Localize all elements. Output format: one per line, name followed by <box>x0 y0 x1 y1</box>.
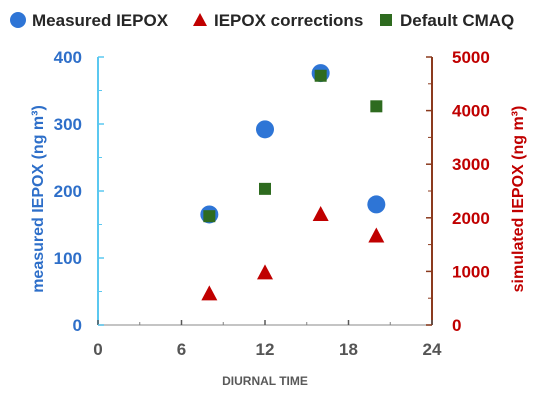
legend-marker-circle <box>10 12 26 28</box>
data-point-measured-iepox <box>256 120 274 139</box>
legend-label: Default CMAQ <box>400 11 514 30</box>
right-y-tick-label: 3000 <box>452 155 490 174</box>
data-point-iepox-corrections <box>368 227 385 243</box>
right-y-tick-label: 2000 <box>452 209 490 228</box>
x-tick-label: 12 <box>256 340 275 359</box>
x-axis-title: DIURNAL TIME <box>222 374 308 388</box>
data-point-iepox-corrections <box>312 206 329 222</box>
right-y-tick-label: 0 <box>452 316 461 335</box>
x-tick-label: 0 <box>93 340 102 359</box>
x-tick-label: 24 <box>423 340 442 359</box>
right-y-tick-label: 1000 <box>452 262 490 281</box>
legend-marker-triangle <box>193 13 207 26</box>
left-y-axis-title: measured IEPOX (ng m³) <box>30 105 47 293</box>
data-point-default-cmaq <box>314 69 327 82</box>
legend-marker-square <box>380 14 392 26</box>
data-point-iepox-corrections <box>257 264 273 280</box>
left-y-tick-label: 300 <box>54 115 82 134</box>
right-y-axis-title: simulated IEPOX (ng m³) <box>510 106 527 293</box>
data-point-measured-iepox <box>367 195 386 214</box>
legend-label: Measured IEPOX <box>32 11 169 30</box>
x-tick-label: 6 <box>177 340 186 359</box>
left-y-tick-label: 0 <box>73 316 82 335</box>
right-y-tick-label: 4000 <box>452 102 490 121</box>
left-y-tick-label: 100 <box>54 249 82 268</box>
right-y-tick-label: 5000 <box>452 48 490 67</box>
x-tick-label: 18 <box>339 340 358 359</box>
data-point-default-cmaq <box>259 182 271 195</box>
data-point-default-cmaq <box>203 210 216 223</box>
data-point-iepox-corrections <box>201 285 218 301</box>
left-y-tick-label: 200 <box>54 182 82 201</box>
left-y-tick-label: 400 <box>54 48 82 67</box>
data-point-default-cmaq <box>370 100 383 113</box>
legend-label: IEPOX corrections <box>214 11 363 30</box>
